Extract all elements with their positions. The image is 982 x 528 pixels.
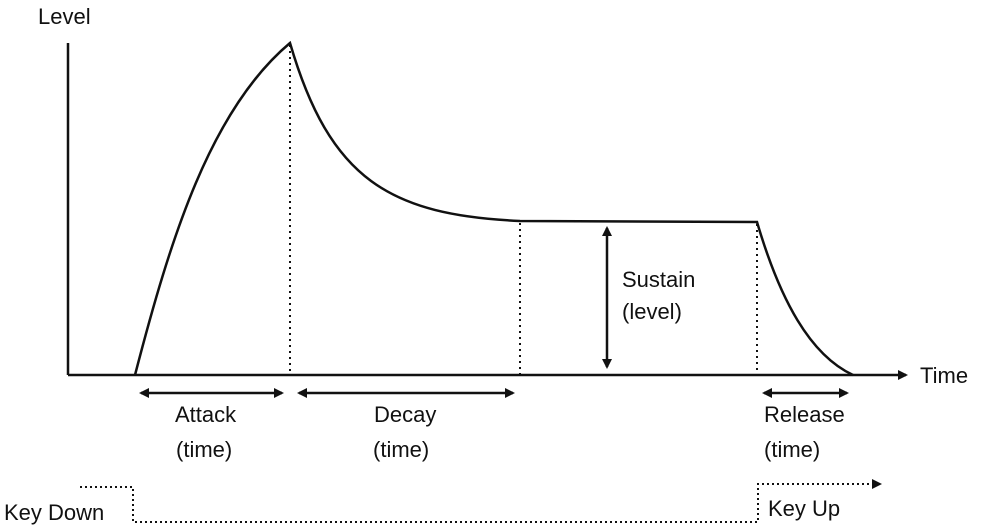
key-gate-signal (80, 479, 882, 523)
key-down-label: Key Down (4, 500, 104, 525)
y-axis-label: Level (38, 4, 91, 29)
sustain-label-line2: (level) (622, 299, 682, 324)
decay-label-line2: (time) (373, 437, 429, 462)
attack-label-line1: Attack (175, 402, 237, 427)
envelope-curve (133, 40, 854, 377)
attack-label-line2: (time) (176, 437, 232, 462)
sustain-label-line1: Sustain (622, 267, 695, 292)
x-axis-label: Time (920, 363, 968, 388)
key-up-label: Key Up (768, 496, 840, 521)
decay-label-line1: Decay (374, 402, 436, 427)
release-label-line1: Release (764, 402, 845, 427)
release-label-line2: (time) (764, 437, 820, 462)
